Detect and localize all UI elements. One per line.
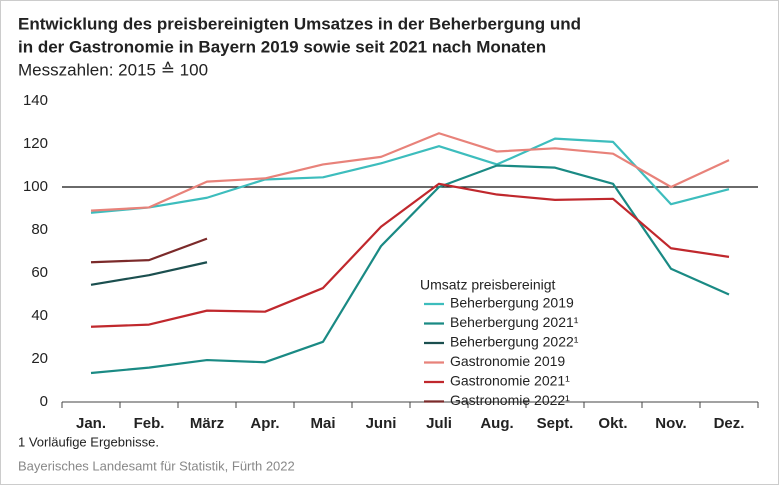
chart-title: Entwicklung des preisbereinigten Umsatze…: [18, 14, 581, 33]
x-tick-label: Nov.: [655, 415, 686, 432]
y-tick-label: 140: [23, 92, 48, 109]
series-line: [90, 137, 730, 214]
y-tick-label: 60: [31, 264, 48, 281]
x-tick-label: Apr.: [250, 415, 279, 432]
series-line: [90, 132, 730, 212]
legend: Umsatz preisbereinigt Beherbergung 2019 Be…: [418, 274, 588, 408]
chart-subtitle: Messzahlen: 2015 ≙ 100: [18, 60, 208, 79]
x-tick-label: Feb.: [134, 415, 165, 432]
x-tick-label: Mai: [310, 415, 335, 432]
series-line: [90, 261, 208, 286]
x-tick-label: Aug.: [480, 415, 513, 432]
legend-label: Beherbergung 2019: [450, 295, 574, 311]
y-tick-label: 120: [23, 135, 48, 152]
x-tick-label: Sept.: [537, 415, 574, 432]
series-line: [90, 182, 730, 328]
series-line: [90, 164, 730, 375]
y-tick-label: 0: [40, 393, 48, 410]
y-tick-label: 80: [31, 221, 48, 238]
chart-title: in der Gastronomie in Bayern 2019 sowie …: [18, 37, 546, 56]
legend-label: Beherbergung 2021¹: [450, 314, 579, 330]
legend-label: Gastronomie 2022¹: [450, 392, 570, 408]
source: Bayerisches Landesamt für Statistik, Für…: [18, 458, 295, 473]
x-tick-label: Juli: [426, 415, 452, 432]
legend-box: [418, 274, 588, 400]
x-tick-label: März: [190, 415, 224, 432]
y-tick-label: 20: [31, 350, 48, 367]
y-tick-label: 40: [31, 307, 48, 324]
x-tick-label: Dez.: [714, 415, 745, 432]
x-tick-label: Okt.: [598, 415, 627, 432]
x-tick-label: Jan.: [76, 415, 106, 432]
footnote: 1 Vorläufige Ergebnisse.: [18, 434, 159, 449]
series-line: [90, 237, 208, 264]
legend-label: Beherbergung 2022¹: [450, 334, 579, 350]
legend-label: Gastronomie 2019: [450, 353, 565, 369]
y-tick-label: 100: [23, 178, 48, 195]
x-tick-label: Juni: [366, 415, 397, 432]
legend-label: Gastronomie 2021¹: [450, 373, 570, 389]
legend-title: Umsatz preisbereinigt: [420, 277, 555, 293]
